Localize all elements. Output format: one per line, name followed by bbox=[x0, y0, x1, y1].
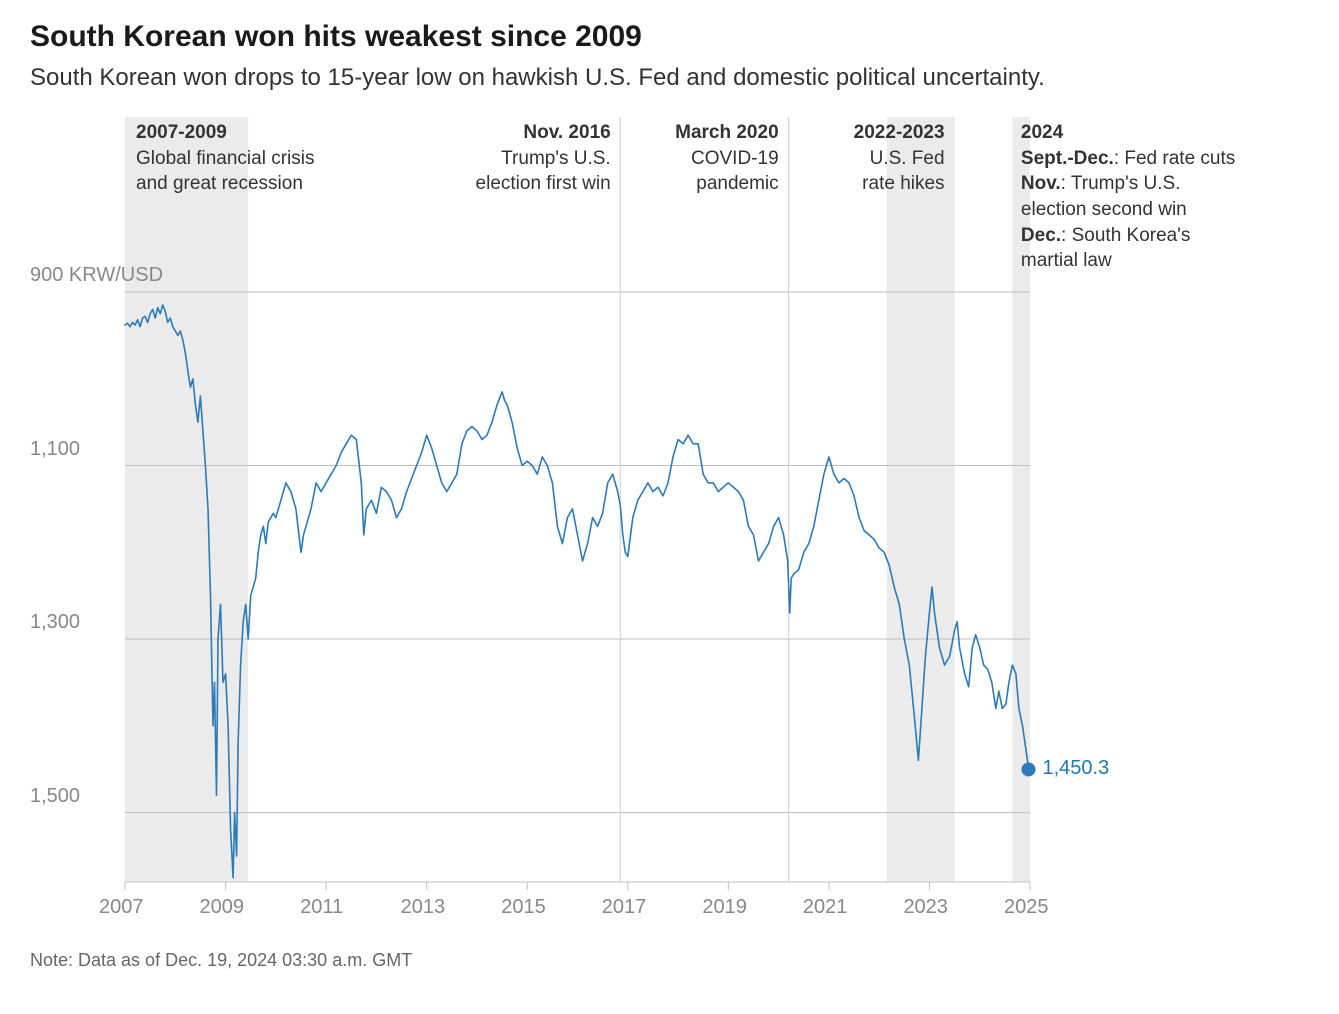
x-axis-label: 2019 bbox=[702, 896, 747, 919]
y-axis-label: 1,300 bbox=[30, 611, 80, 634]
chart-note: Note: Data as of Dec. 19, 2024 03:30 a.m… bbox=[30, 950, 1309, 971]
x-axis-label: 2017 bbox=[602, 896, 647, 919]
x-axis-label: 2013 bbox=[401, 896, 446, 919]
chart-title: South Korean won hits weakest since 2009 bbox=[30, 20, 1309, 54]
chart-container: 900 KRW/USD 1,100 1,300 1,500 2007 2009 2011 20… bbox=[30, 112, 1310, 932]
x-axis-label: 2011 bbox=[300, 896, 343, 919]
y-axis-label: 1,500 bbox=[30, 785, 80, 808]
chart-annotation: 2022-2023U.S. Fedrate hikes bbox=[745, 120, 945, 197]
end-point-label: 1,450.3 bbox=[1042, 757, 1109, 780]
chart-annotation: 2024Sept.-Dec.: Fed rate cutsNov.: Trump… bbox=[1021, 120, 1281, 274]
x-axis-label: 2025 bbox=[1004, 896, 1049, 919]
x-axis-label: 2015 bbox=[501, 896, 546, 919]
chart-subtitle: South Korean won drops to 15-year low on… bbox=[30, 64, 1309, 92]
y-axis-label: 1,100 bbox=[30, 438, 80, 461]
chart-annotation: 2007-2009Global financial crisisand grea… bbox=[136, 120, 396, 197]
x-axis-label: 2009 bbox=[200, 896, 245, 919]
x-axis-label: 2021 bbox=[803, 896, 848, 919]
x-axis-label: 2023 bbox=[903, 896, 948, 919]
y-axis-label: 900 KRW/USD bbox=[30, 264, 163, 287]
x-axis-label: 2007 bbox=[99, 896, 144, 919]
